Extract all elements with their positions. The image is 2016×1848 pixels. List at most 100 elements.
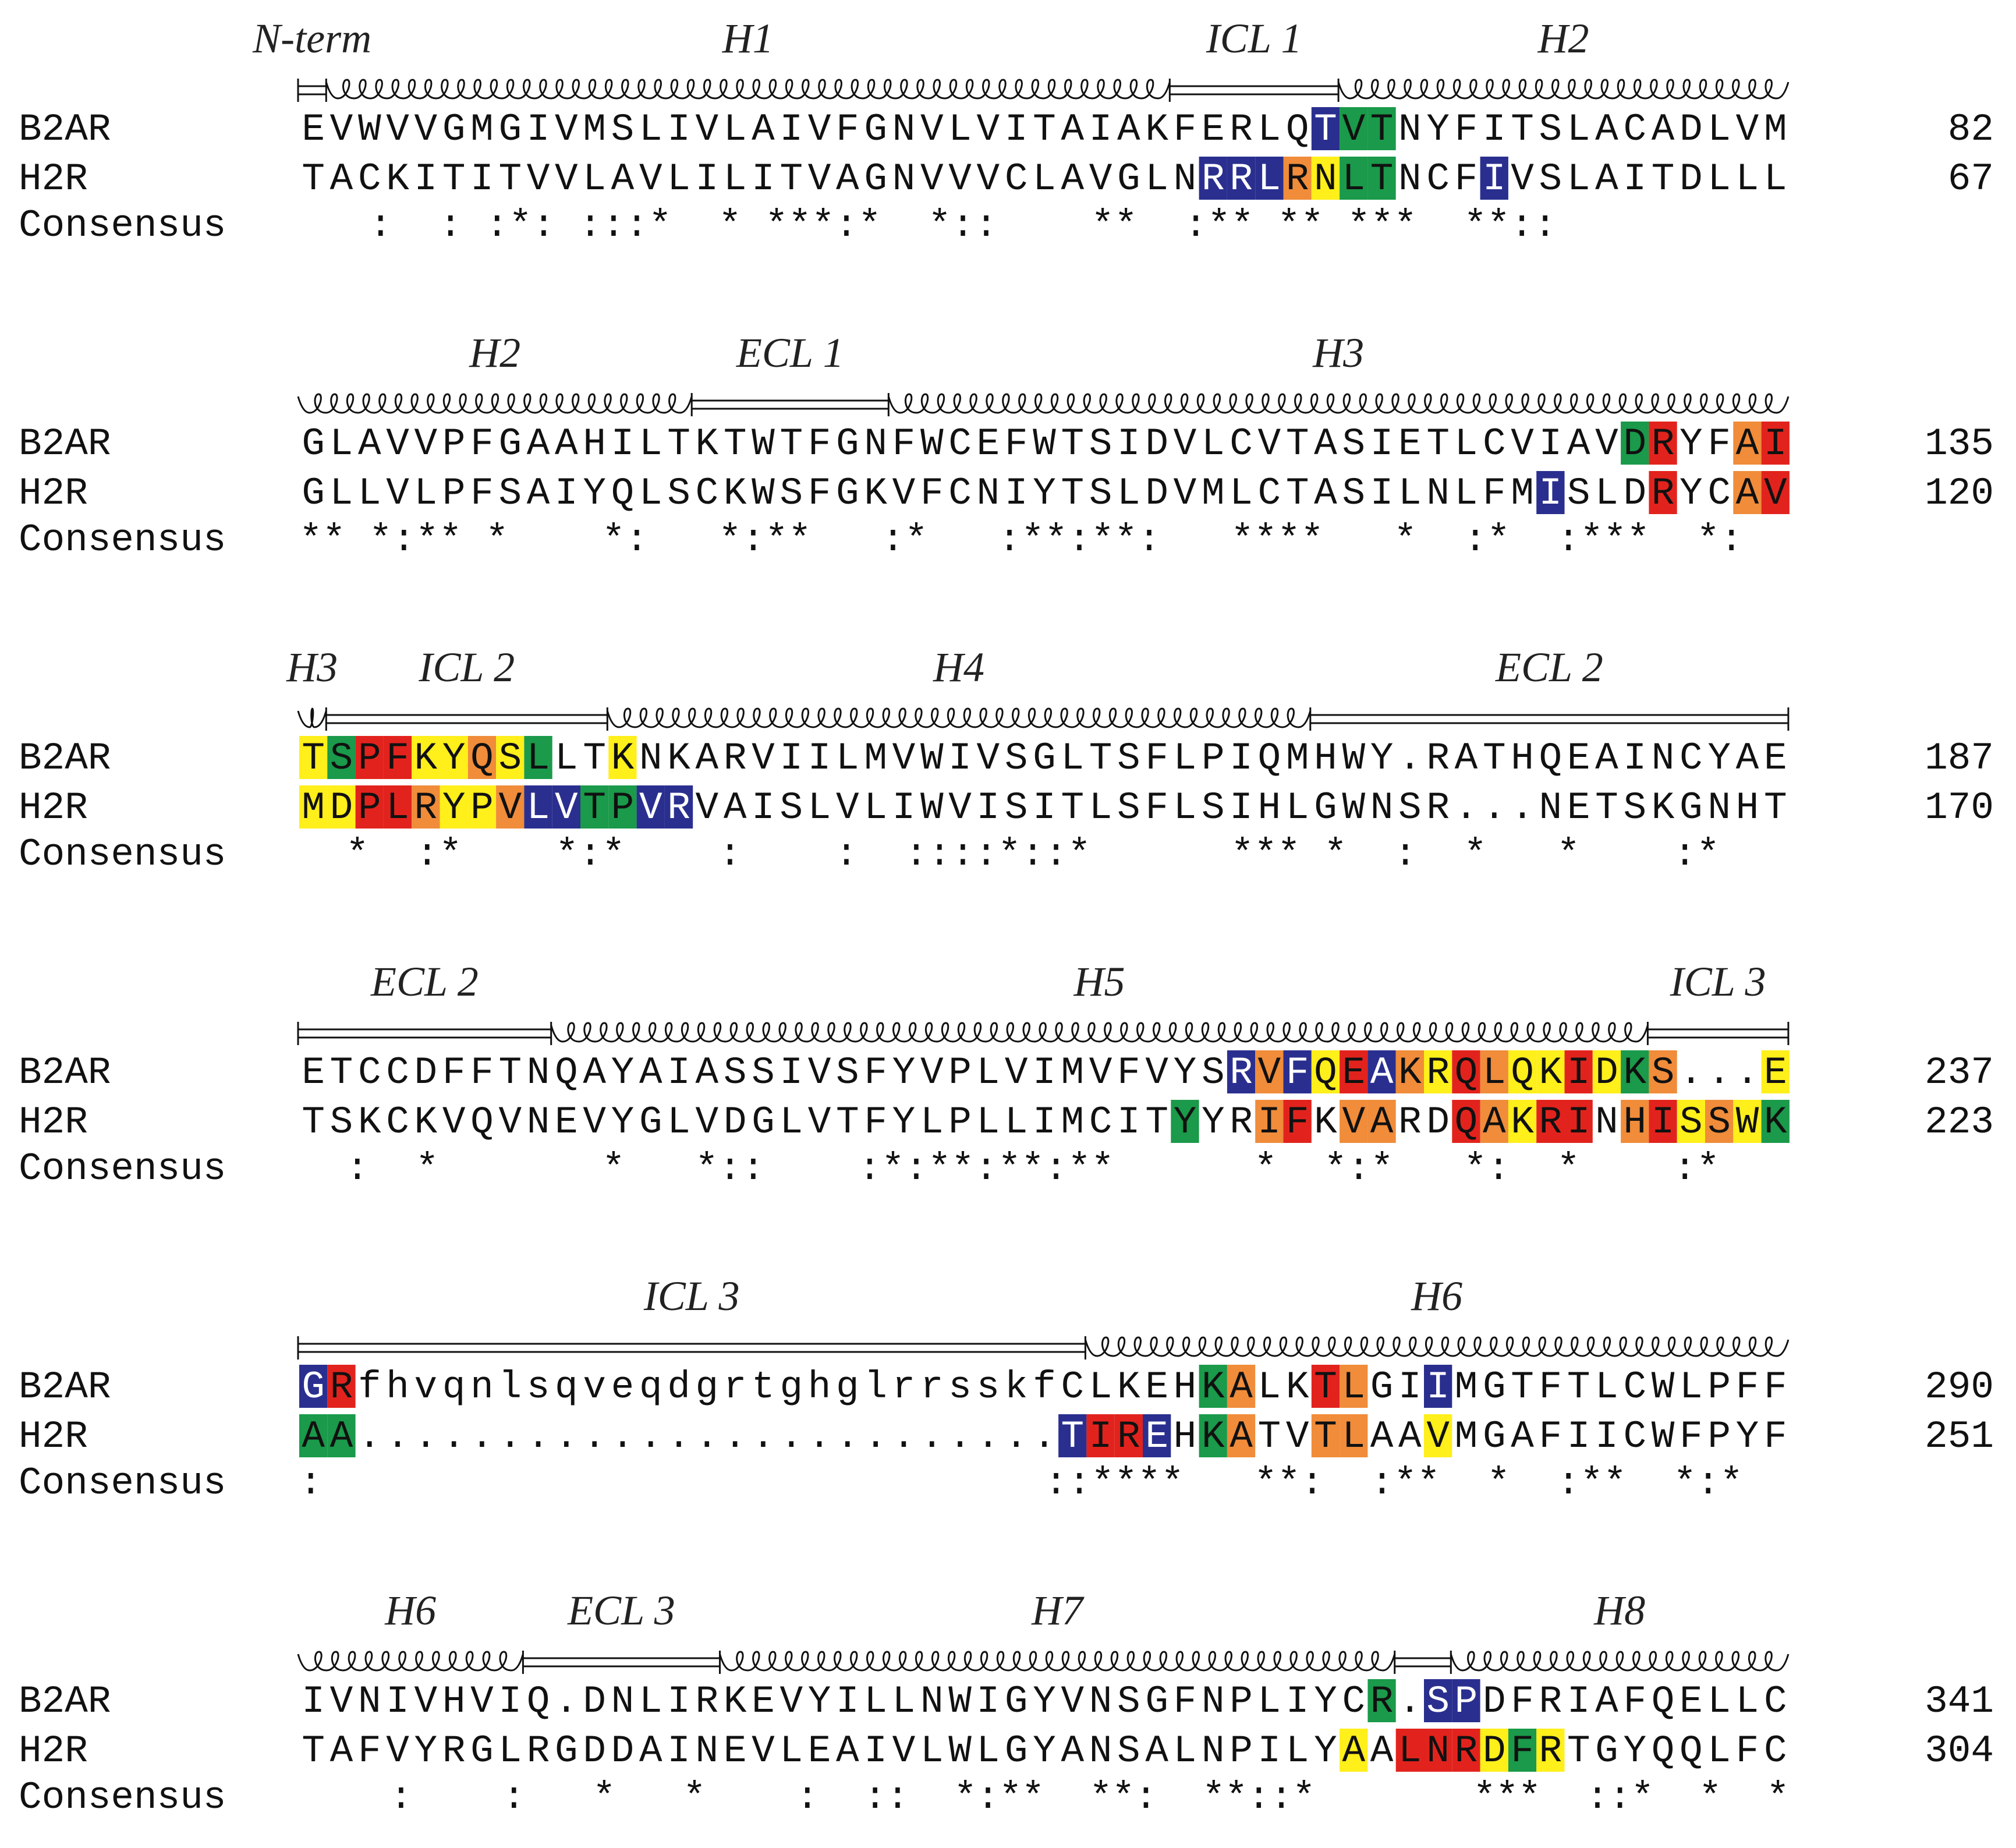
region-label: H6	[1411, 1273, 1462, 1319]
residue-highlight	[1058, 1414, 1087, 1457]
residue-count: 82	[1948, 108, 1994, 151]
region-label: ICL 1	[1206, 15, 1302, 62]
residue-highlight	[496, 785, 525, 829]
residue-highlight	[299, 785, 328, 829]
residue-highlight	[1621, 1100, 1649, 1143]
residue-highlight	[1649, 471, 1677, 514]
residue-highlight	[1367, 1100, 1396, 1143]
residue-highlight	[1367, 107, 1396, 150]
residue-highlight	[327, 736, 356, 779]
residue-highlight	[1564, 1100, 1593, 1143]
residue-highlight	[440, 736, 468, 779]
row-label-consensus: Consensus	[19, 1147, 226, 1191]
row-label-h2r: H2R	[19, 786, 88, 830]
residue-highlight	[496, 736, 525, 779]
residue-highlight	[1199, 157, 1227, 200]
residue-highlight	[1536, 1050, 1565, 1093]
residue-highlight	[1480, 1100, 1508, 1143]
row-label-consensus: Consensus	[19, 518, 226, 562]
region-label: H8	[1593, 1587, 1645, 1634]
residue-highlight	[1536, 471, 1565, 514]
row-label-b2ar: B2AR	[19, 1051, 111, 1095]
residue-highlight	[524, 736, 552, 779]
helix-coil	[297, 707, 327, 728]
residue-highlight	[1733, 422, 1762, 465]
row-label-b2ar: B2AR	[19, 108, 111, 151]
row-label-h2r: H2R	[19, 1415, 88, 1458]
row-label-consensus: Consensus	[19, 833, 226, 876]
residue-highlight	[608, 736, 637, 779]
residue-highlight	[1536, 1729, 1565, 1772]
region-label: ECL 2	[370, 958, 479, 1005]
residue-highlight	[355, 785, 384, 829]
consensus-row: ** *:** * *: *:** :* :**:**: **** * :* :…	[299, 518, 1743, 562]
residue-highlight	[1564, 1050, 1593, 1093]
residue-highlight	[1340, 1414, 1368, 1457]
helix-coil	[887, 393, 1790, 414]
region-label: H4	[933, 644, 984, 691]
residue-highlight	[1761, 471, 1790, 514]
region-label: H7	[1031, 1587, 1085, 1634]
row-label-b2ar: B2AR	[19, 1365, 111, 1409]
residue-highlight	[1621, 422, 1649, 465]
residue-highlight	[299, 1365, 328, 1408]
region-label: ICL 3	[1670, 958, 1766, 1005]
residue-highlight	[1733, 1100, 1762, 1143]
row-label-h2r: H2R	[19, 157, 88, 201]
residue-count: 67	[1948, 157, 1994, 201]
residue-highlight	[1649, 422, 1677, 465]
row-label-h2r: H2R	[19, 472, 88, 515]
residue-highlight	[1255, 1100, 1284, 1143]
residue-highlight	[299, 1414, 328, 1457]
residue-highlight	[1761, 422, 1790, 465]
residue-highlight	[1367, 157, 1396, 200]
residue-highlight	[1086, 1414, 1115, 1457]
residue-highlight	[636, 785, 665, 829]
region-label: ICL 3	[643, 1273, 740, 1319]
residue-highlight	[664, 785, 693, 829]
residue-highlight	[1480, 157, 1508, 200]
region-label: ICL 2	[418, 644, 515, 691]
region-label: H1	[722, 15, 774, 62]
consensus-row: * :* *:* : : ::::*::* *** * : * * :*	[299, 833, 1720, 876]
residue-highlight	[1367, 1050, 1396, 1093]
residue-highlight	[1255, 1050, 1284, 1093]
residue-highlight	[1395, 1729, 1424, 1772]
residue-highlight	[1171, 1100, 1199, 1143]
residue-highlight	[1649, 1100, 1677, 1143]
residue-highlight	[1452, 1050, 1480, 1093]
residue-highlight	[1452, 1679, 1480, 1722]
residue-highlight	[412, 736, 440, 779]
helix-coil	[325, 79, 1171, 100]
region-label: N-term	[252, 15, 371, 62]
consensus-row: : : * * : :: *:** **: **::* *** ::* * *	[299, 1776, 1790, 1819]
row-label-h2r: H2R	[19, 1100, 88, 1144]
row-label-b2ar: B2AR	[19, 422, 111, 466]
residue-highlight	[1592, 1050, 1621, 1093]
residue-highlight	[1311, 157, 1340, 200]
residue-count: 341	[1925, 1680, 1994, 1723]
residue-highlight	[1311, 1414, 1340, 1457]
region-label: ECL 2	[1495, 644, 1603, 691]
residue-highlight	[1705, 1100, 1734, 1143]
residue-highlight	[1761, 1050, 1790, 1093]
residue-highlight	[1508, 1100, 1537, 1143]
residue-highlight	[1621, 1050, 1649, 1093]
residue-count: 223	[1925, 1100, 1994, 1144]
helix-coil	[719, 1651, 1396, 1672]
helix-coil	[1450, 1651, 1790, 1672]
residue-count: 290	[1925, 1365, 1994, 1409]
region-label: ECL 3	[567, 1587, 675, 1634]
residue-count: 135	[1925, 422, 1994, 466]
